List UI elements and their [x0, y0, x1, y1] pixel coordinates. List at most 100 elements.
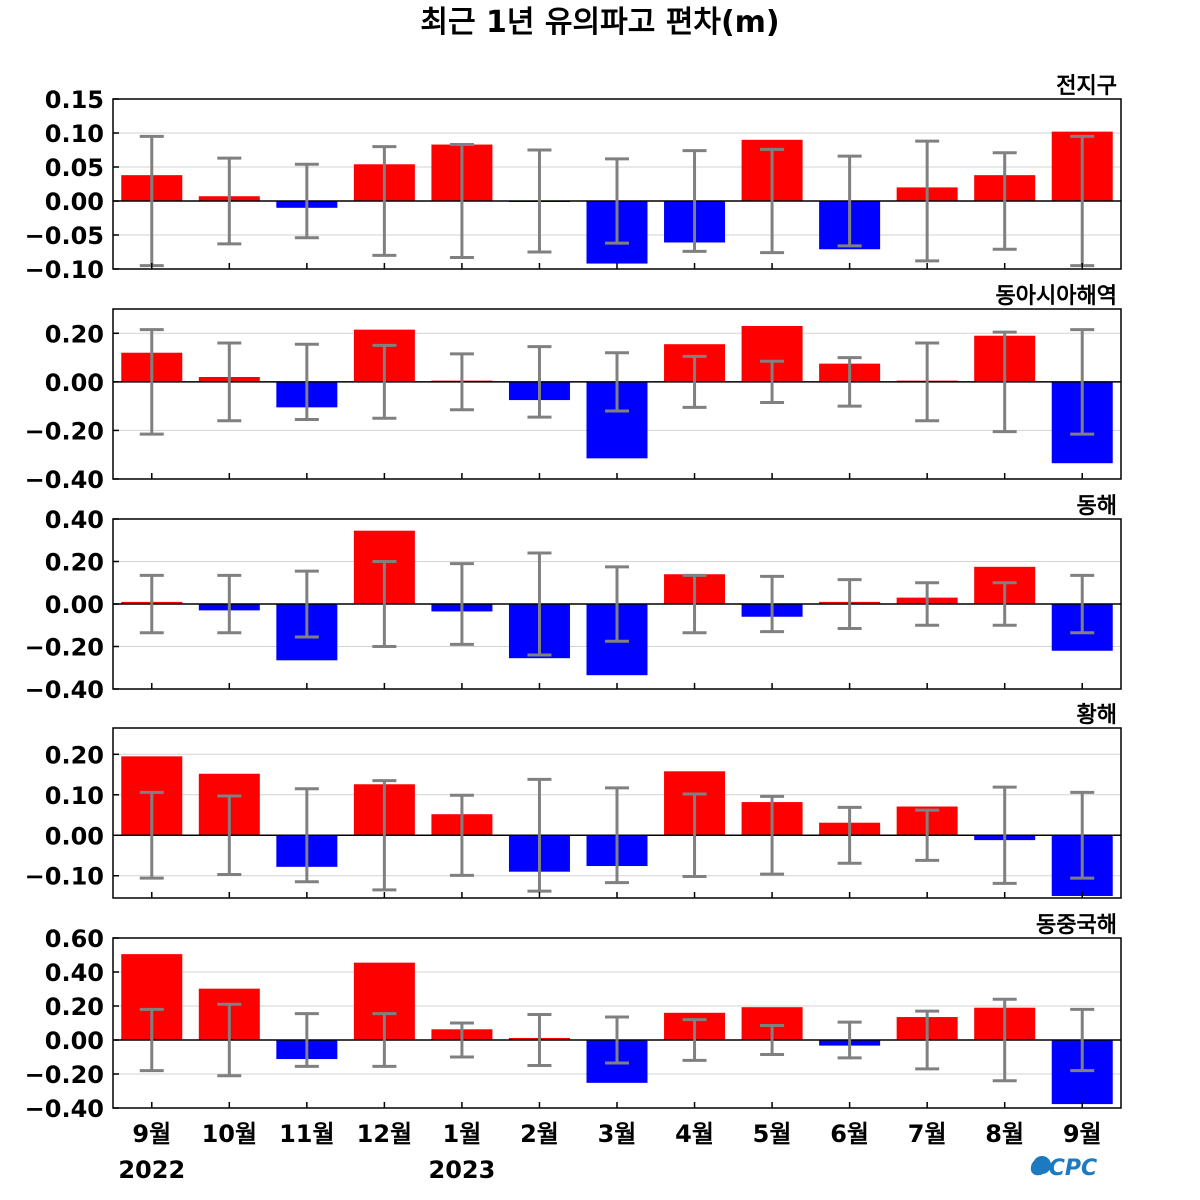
error-bar [682, 792, 707, 879]
error-bar [139, 328, 164, 436]
y-tick-label: −0.40 [25, 676, 104, 704]
error-bar [760, 574, 785, 634]
panel-title: 동아시아해역 [996, 284, 1117, 309]
panel-1: −0.10 −0.05 0.00 0.05 0.10 0.15 전지구 [25, 74, 1122, 284]
y-tick-label: 0.00 [45, 369, 104, 397]
month-label: 5월 [753, 1120, 792, 1148]
error-bar [294, 342, 319, 421]
error-bar [527, 345, 552, 419]
logo-text: OCPC [1030, 1156, 1097, 1181]
error-bar [139, 1007, 164, 1073]
y-tick-label: −0.05 [25, 222, 104, 250]
error-bar [217, 156, 242, 246]
error-bar [992, 997, 1017, 1083]
y-tick-label: 0.20 [45, 741, 104, 769]
error-bar [449, 1021, 474, 1059]
year-label: 2023 [429, 1156, 496, 1184]
logo: OCPC [1030, 1156, 1097, 1181]
y-tick-label: 0.00 [45, 188, 104, 216]
error-bar [139, 790, 164, 880]
x-axis-labels: 9월 10월 11월 12월 1월 2월 3월 4월 5월 6월 7월 8월 9월 2022 2023 [118, 1120, 1101, 1184]
error-bar [527, 1013, 552, 1067]
error-bar [1070, 328, 1095, 436]
error-bar [915, 1009, 940, 1071]
error-bar [915, 808, 940, 862]
month-label: 9월 [132, 1120, 171, 1148]
y-tick-label: −0.40 [25, 466, 104, 494]
month-label: 8월 [985, 1120, 1024, 1148]
chart-title: 최근 1년 유의파고 편차(m) [420, 5, 779, 40]
error-bar [915, 581, 940, 627]
error-bar [294, 1012, 319, 1068]
error-bar [992, 785, 1017, 885]
y-tick-label: 0.10 [45, 782, 104, 810]
error-bar [527, 777, 552, 893]
panel-title: 동해 [1077, 494, 1117, 519]
error-bar [217, 1002, 242, 1078]
error-bar [760, 794, 785, 876]
y-tick-label: 0.40 [45, 506, 104, 534]
error-bar [527, 551, 552, 657]
panel-5: −0.40 −0.20 0.00 0.20 0.40 0.60 동중국해 [25, 913, 1122, 1123]
error-bar [682, 573, 707, 635]
panel-title: 전지구 [1056, 74, 1117, 99]
error-bar [372, 779, 397, 892]
error-bar [372, 145, 397, 257]
error-bar [449, 562, 474, 646]
month-label: 6월 [830, 1120, 869, 1148]
month-label: 3월 [598, 1120, 637, 1148]
y-tick-label: −0.10 [25, 863, 104, 891]
error-bar [682, 1018, 707, 1062]
error-bar [837, 1020, 862, 1060]
error-bar [605, 786, 629, 885]
y-tick-label: −0.20 [25, 1061, 104, 1089]
error-bar [139, 573, 164, 635]
y-tick-label: 0.20 [45, 549, 104, 577]
error-bar [605, 351, 629, 413]
error-bar [372, 560, 397, 648]
chart-panels: −0.10 −0.05 0.00 0.05 0.10 0.15 전지구 −0.40 −0.20 0… [25, 74, 1122, 1123]
error-bar [837, 356, 862, 408]
error-bar [527, 148, 552, 254]
error-bar [449, 143, 474, 259]
month-label: 10월 [202, 1120, 257, 1148]
error-bar [837, 154, 862, 248]
y-tick-label: 0.00 [45, 822, 104, 850]
error-bar [449, 352, 474, 412]
y-tick-label: 0.00 [45, 591, 104, 619]
panel-title: 황해 [1077, 703, 1117, 728]
y-tick-label: 0.60 [45, 925, 104, 953]
error-bar [294, 162, 319, 240]
error-bar [760, 359, 785, 404]
y-tick-label: 0.00 [45, 1027, 104, 1055]
y-tick-label: −0.20 [25, 634, 104, 662]
error-bar [760, 1024, 785, 1056]
error-bar [605, 1015, 629, 1065]
error-bar [217, 794, 242, 877]
year-label: 2022 [118, 1156, 185, 1184]
y-tick-label: −0.40 [25, 1095, 104, 1123]
error-bar [915, 139, 940, 263]
y-tick-label: 0.20 [45, 320, 104, 348]
y-tick-label: 0.40 [45, 959, 104, 987]
month-label: 7월 [908, 1120, 947, 1148]
error-bar [217, 573, 242, 635]
error-bar [294, 569, 319, 639]
error-bar [449, 793, 474, 877]
error-bar [682, 354, 707, 409]
y-tick-label: 0.15 [45, 86, 104, 114]
panel-4: −0.10 0.00 0.10 0.20 황해 [25, 703, 1122, 899]
y-tick-label: −0.10 [25, 256, 104, 284]
error-bar [915, 341, 940, 423]
error-bar [992, 330, 1017, 434]
error-bar [1070, 790, 1095, 880]
error-bar [1070, 1007, 1095, 1073]
month-label: 1월 [443, 1120, 482, 1148]
month-label: 11월 [279, 1120, 334, 1148]
y-tick-label: 0.20 [45, 993, 104, 1021]
error-bar [372, 1012, 397, 1068]
error-bar [837, 578, 862, 630]
error-bar [294, 787, 319, 884]
error-bar [760, 147, 785, 255]
